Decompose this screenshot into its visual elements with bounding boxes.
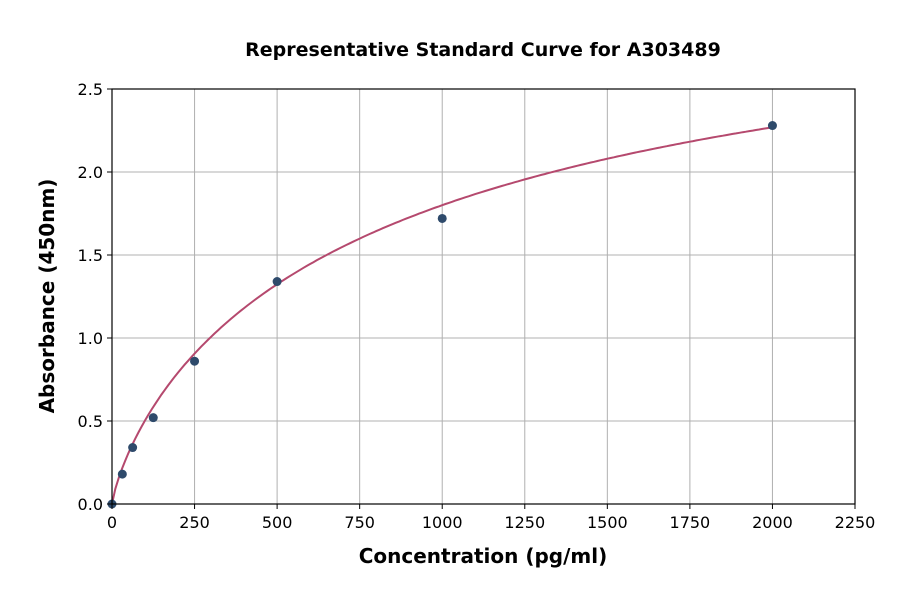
data-point xyxy=(272,277,282,287)
chart-title: Representative Standard Curve for A30348… xyxy=(245,39,721,61)
y-tick-label: 0.5 xyxy=(78,412,103,431)
y-tick-label: 0.0 xyxy=(78,495,103,514)
x-tick-label: 2000 xyxy=(752,513,793,532)
y-tick-label: 1.5 xyxy=(78,246,103,265)
data-point xyxy=(437,213,447,223)
data-point xyxy=(767,121,777,131)
y-tick-label: 2.5 xyxy=(78,80,103,99)
x-tick-label: 2250 xyxy=(835,513,876,532)
plot-frame xyxy=(111,88,856,505)
fit-curve xyxy=(111,126,773,505)
data-point xyxy=(117,469,127,479)
data-point xyxy=(148,413,158,423)
y-tick-label: 1.0 xyxy=(78,329,103,348)
x-tick-label: 750 xyxy=(344,513,375,532)
x-axis-label: Concentration (pg/ml) xyxy=(359,544,608,568)
data-point xyxy=(190,356,200,366)
x-tick-label: 1000 xyxy=(422,513,463,532)
x-tick-label: 250 xyxy=(179,513,210,532)
y-tick-label: 2.0 xyxy=(78,163,103,182)
x-tick-label: 1750 xyxy=(670,513,711,532)
y-axis-label: Absorbance (450nm) xyxy=(35,179,59,414)
x-tick-label: 1500 xyxy=(587,513,628,532)
data-point xyxy=(128,443,138,453)
x-tick-label: 1250 xyxy=(504,513,545,532)
x-tick-label: 0 xyxy=(107,513,117,532)
x-tick-label: 500 xyxy=(262,513,293,532)
